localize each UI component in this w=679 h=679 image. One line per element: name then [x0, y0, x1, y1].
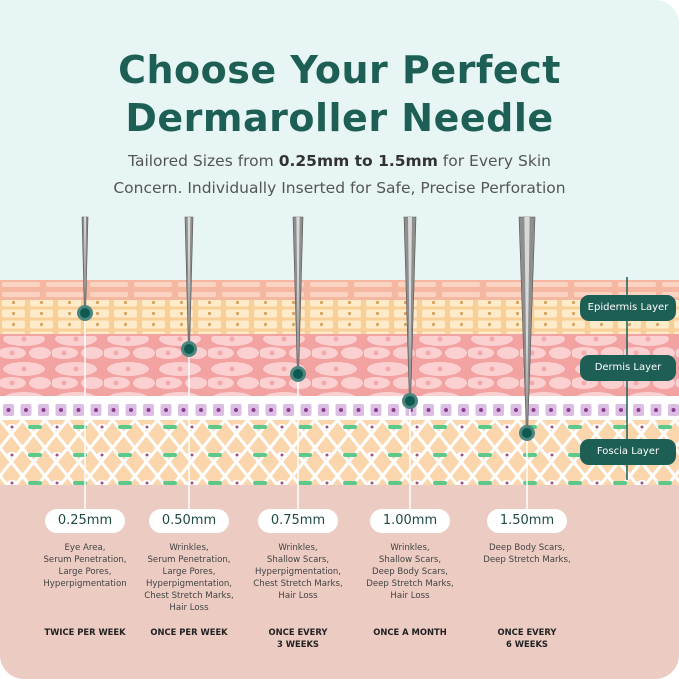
frequency-line: ONCE A MONTH	[373, 627, 447, 637]
needle-uses: Wrinkles, Shallow Scars, Hyperpigmentation…	[233, 542, 363, 602]
needle-highlight	[84, 217, 86, 293]
frequency-line: 3 WEEKS	[277, 639, 319, 649]
frequency-line: TWICE PER WEEK	[44, 627, 126, 637]
frequency-line: ONCE PER WEEK	[150, 627, 228, 637]
subtitle-line-2: Concern. Individually Inserted for Safe,…	[113, 179, 566, 197]
stratum-corneum-cells	[0, 280, 679, 300]
use-item: Eye Area,	[64, 543, 106, 553]
use-item: Deep Body Scars,	[372, 567, 448, 577]
fascia-label: Foscia Layer	[580, 439, 676, 465]
use-item: Hyperpigmentation,	[254, 567, 342, 577]
use-item: Deep Stretch Marks,	[366, 579, 454, 589]
depth-marker-core	[184, 344, 194, 354]
use-item: Deep Stretch Marks,	[483, 555, 571, 565]
needle-size-badge: 0.50mm	[149, 509, 229, 533]
subtitle-text: for Every Skin	[437, 152, 551, 170]
needle-uses: Deep Body Scars, Deep Stretch Marks,	[462, 542, 592, 566]
basal-cells	[0, 398, 679, 418]
use-item: Large Pores,	[58, 567, 112, 577]
depth-marker-core	[80, 308, 90, 318]
needle-size-badge: 0.75mm	[258, 509, 338, 533]
use-item: Wrinkles,	[278, 543, 318, 553]
needle-frequency: TWICE PER WEEK	[30, 626, 140, 638]
frequency-line: ONCE EVERY	[497, 627, 557, 637]
needle-frequency: ONCE EVERY 3 WEEKS	[243, 626, 353, 650]
use-item: Wrinkles,	[390, 543, 430, 553]
depth-marker-core	[293, 369, 303, 379]
use-item: Deep Body Scars,	[489, 543, 565, 553]
needle-uses: Wrinkles, Serum Penetration, Large Pores, H…	[124, 542, 254, 614]
fascia-cells	[0, 420, 679, 485]
use-item: Shallow Scars,	[266, 555, 330, 565]
use-item: Wrinkles,	[169, 543, 209, 553]
needle-size-badge: 1.00mm	[370, 509, 450, 533]
dermis-cells	[0, 336, 679, 396]
needle-size-badge: 1.50mm	[487, 509, 567, 533]
epidermis-label: Epidermis Layer	[580, 295, 676, 321]
needle-size-badge: 0.25mm	[45, 509, 125, 533]
frequency-line: 6 WEEKS	[506, 639, 548, 649]
use-item: Serum Penetration,	[43, 555, 127, 565]
use-item: Chest Stretch Marks,	[253, 579, 343, 589]
subtitle-text: Tailored Sizes from	[128, 152, 279, 170]
epidermis-cells	[0, 300, 679, 334]
depth-marker-core	[522, 428, 532, 438]
use-item: Hair Loss	[390, 591, 430, 601]
dermis-label: Dermis Layer	[580, 355, 676, 381]
needle-highlight	[408, 217, 412, 381]
use-item: Serum Penetration,	[147, 555, 231, 565]
title-line-2: Dermaroller Needle	[125, 96, 554, 140]
subtitle-range: 0.25mm to 1.5mm	[278, 152, 438, 170]
needle-highlight	[296, 217, 300, 354]
use-item: Hyperpigmentation,	[145, 579, 233, 589]
use-item: Hyperpigmentation	[43, 579, 127, 589]
subtitle-line-1: Tailored Sizes from 0.25mm to 1.5mm for …	[0, 152, 679, 170]
frequency-line: ONCE EVERY	[268, 627, 328, 637]
needle-uses: Wrinkles, Shallow Scars, Deep Body Scars, D…	[345, 542, 475, 602]
needle-uses: Eye Area, Serum Penetration, Large Pores, H…	[20, 542, 150, 590]
use-item: Hair Loss	[169, 603, 209, 613]
needle-frequency: ONCE PER WEEK	[134, 626, 244, 638]
needle-highlight	[187, 217, 191, 329]
use-item: Hair Loss	[278, 591, 318, 601]
use-item: Large Pores,	[162, 567, 216, 577]
use-item: Shallow Scars,	[378, 555, 442, 565]
depth-marker-core	[405, 396, 415, 406]
needle-highlight	[524, 217, 530, 413]
title-line-1: Choose Your Perfect	[118, 48, 561, 92]
needle-frequency: ONCE EVERY 6 WEEKS	[472, 626, 582, 650]
needle-frequency: ONCE A MONTH	[355, 626, 465, 638]
use-item: Chest Stretch Marks,	[144, 591, 234, 601]
